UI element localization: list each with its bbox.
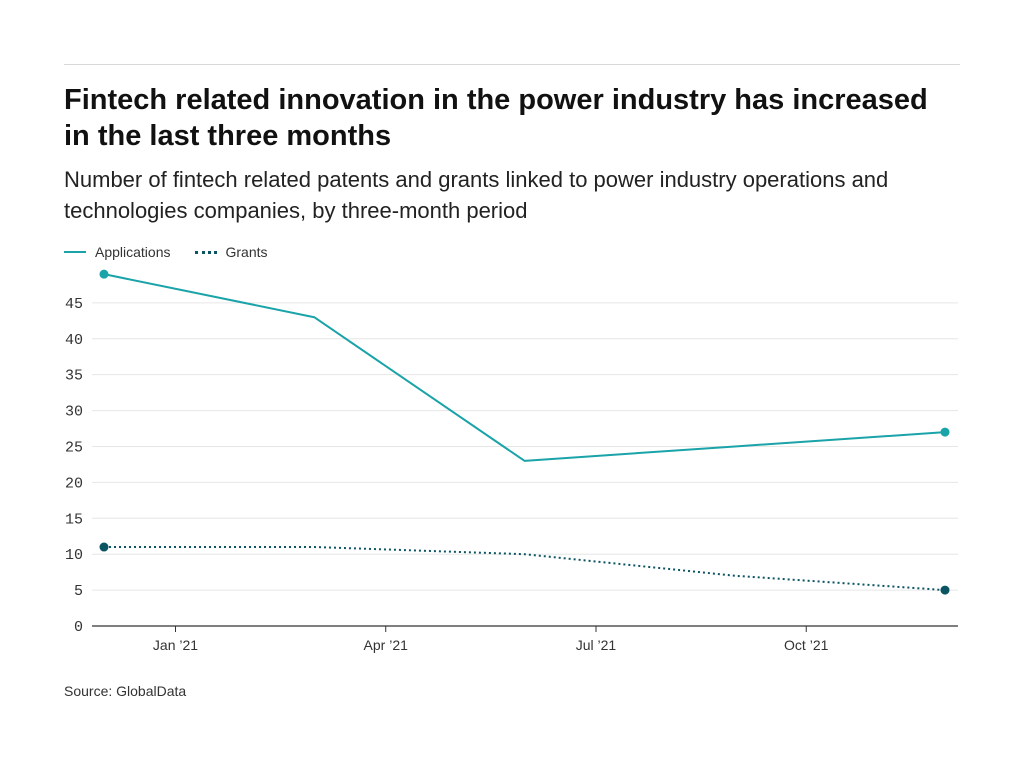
legend-item-grants: Grants <box>194 244 268 260</box>
x-axis-ticks: Jan ’21 Apr ’21 Jul ’21 Oct ’21 <box>153 626 829 653</box>
data-point-grants <box>940 585 950 595</box>
data-point-grants <box>99 542 109 552</box>
source-note: Source: GlobalData <box>64 683 187 699</box>
chart-title: Fintech related innovation in the power … <box>64 84 928 152</box>
y-tick-label: 25 <box>65 439 83 456</box>
y-tick-label: 20 <box>65 475 83 492</box>
y-tick-label: 0 <box>74 619 83 636</box>
x-tick-label: Jan ’21 <box>153 637 198 653</box>
legend-swatch-applications <box>64 251 86 253</box>
legend-swatch-grants <box>194 250 217 254</box>
y-tick-label: 35 <box>65 368 83 385</box>
legend-label-grants: Grants <box>225 244 268 260</box>
data-point-applications <box>940 427 950 437</box>
y-tick-label: 5 <box>74 583 83 600</box>
y-tick-label: 15 <box>65 511 83 528</box>
y-tick-label: 40 <box>65 332 83 349</box>
y-tick-label: 10 <box>65 547 83 564</box>
legend-label-applications: Applications <box>95 244 171 260</box>
legend: Applications Grants <box>64 242 292 262</box>
y-tick-label: 45 <box>65 296 83 313</box>
x-tick-label: Oct ’21 <box>784 637 829 653</box>
y-tick-label: 30 <box>65 404 83 421</box>
x-tick-label: Jul ’21 <box>576 637 617 653</box>
legend-item-applications: Applications <box>64 244 171 260</box>
y-axis-ticks: 0 5 10 15 20 25 30 35 40 45 <box>65 296 83 636</box>
x-tick-label: Apr ’21 <box>364 637 409 653</box>
series-line-grants <box>104 546 946 592</box>
grid-layer <box>92 302 958 627</box>
series-layer <box>99 269 950 595</box>
series-line-applications <box>103 273 946 462</box>
top-rule <box>64 64 960 65</box>
line-chart: 0 5 10 15 20 25 30 35 40 45 Jan ’21 Apr ’21 Jul ’21… <box>65 269 958 653</box>
chart-subtitle: Number of fintech related patents and gr… <box>64 167 889 223</box>
data-point-applications <box>99 269 109 279</box>
